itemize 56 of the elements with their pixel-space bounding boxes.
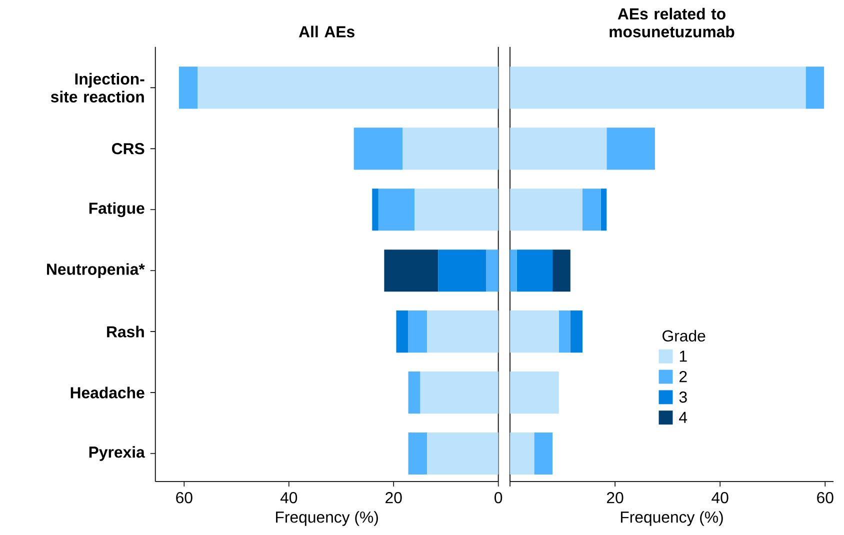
y-tick-label: Pyrexia [89,446,145,461]
y-tick-label: Fatigue [89,202,144,217]
bar [384,249,438,292]
x-axis-title: Frequency (%) [276,510,378,526]
x-axis-title: Frequency (%) [620,510,723,526]
y-tick-label: Headache [70,386,144,398]
bar [198,66,498,109]
legend-label: 4 [679,412,688,423]
bar [510,432,534,474]
legend-label: 1 [680,350,687,362]
y-tick-label: Injection-site reaction [50,72,144,102]
bar [178,66,198,109]
bar [408,432,428,474]
bar [570,310,582,352]
chart-title: AEs related to mosunetuzumab [610,8,734,38]
bar [510,188,582,230]
y-tick-label: Neutropenia* [47,263,145,278]
legend-title: Grade [662,330,706,342]
chart-title: All AEs [298,26,354,38]
bar [806,66,824,109]
legend-label: 2 [680,370,687,382]
bar [510,66,806,109]
y-tick-label: Rash [107,326,144,338]
y-tick-label: CRS [112,142,144,154]
x-tick-label: 60 [176,492,192,504]
bar [486,249,498,292]
x-tick-label: 40 [280,492,298,504]
bar [510,371,559,414]
bar [378,188,415,230]
x-tick-label: 20 [386,492,402,504]
bar [408,371,420,414]
bar [600,188,607,230]
bar [552,249,570,292]
legend-label: 3 [679,391,687,403]
bar [427,432,498,474]
x-tick-label: 0 [494,492,502,504]
bar [606,127,655,170]
bar [414,188,498,230]
x-tick-label: 60 [817,492,834,504]
bar [427,310,498,352]
x-tick-label: 40 [712,492,728,504]
x-tick-label: 20 [607,492,624,504]
bar [516,249,553,292]
bar [438,249,486,292]
bar [510,249,517,292]
bar [354,127,403,170]
bar [582,188,601,230]
bar [420,371,498,414]
bar [408,310,428,352]
bar [558,310,570,352]
bar [510,127,607,170]
bar [510,310,559,352]
bar [534,432,553,474]
bar [402,127,498,170]
bar [372,188,378,230]
bar [396,310,408,352]
